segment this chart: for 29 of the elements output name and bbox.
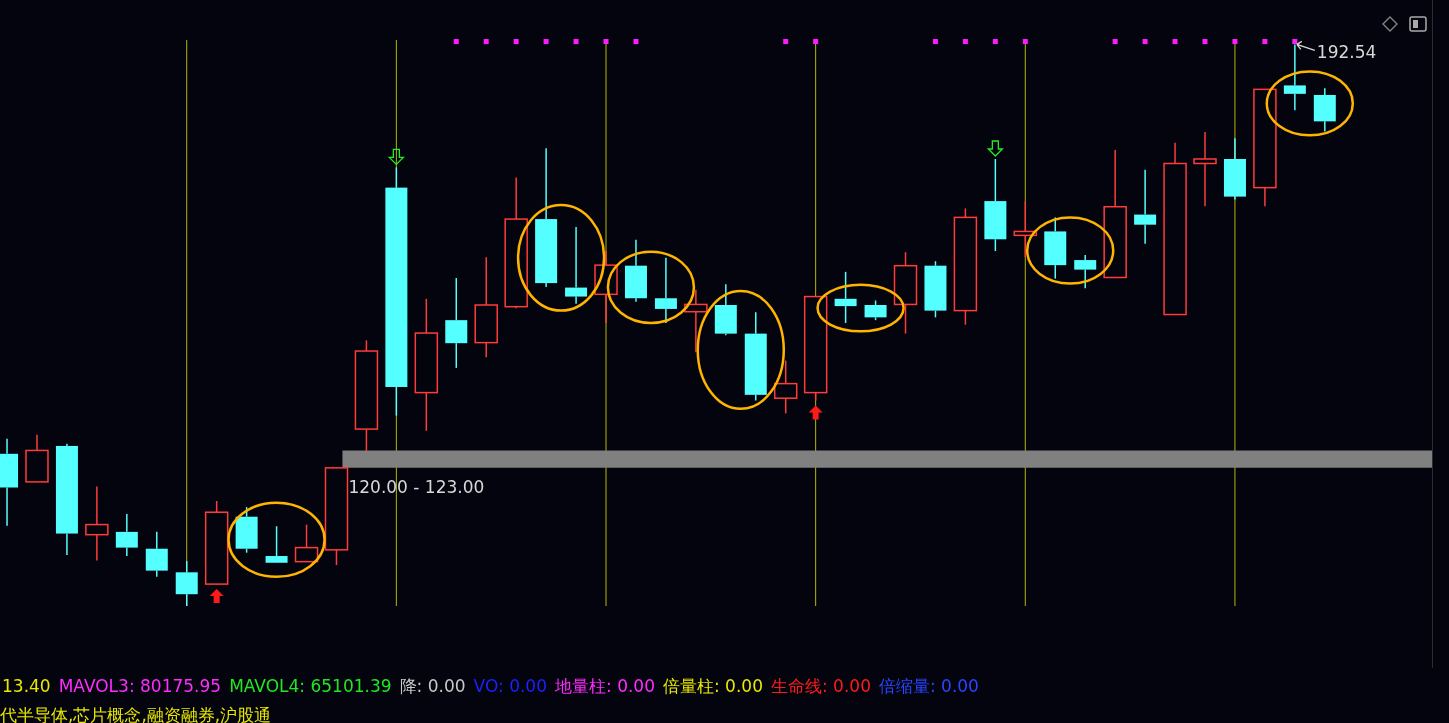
candlestick bbox=[445, 277, 468, 369]
text: 降: 0.00 bbox=[399, 676, 466, 696]
candlestick bbox=[55, 442, 78, 556]
candlestick bbox=[1134, 168, 1157, 245]
text: MAVOL3: 80175.95 bbox=[58, 676, 222, 696]
annotation: 192.54 bbox=[1316, 42, 1377, 63]
candlestick bbox=[1074, 254, 1097, 289]
text: VO: 0.00 bbox=[473, 676, 547, 696]
text: 倍量柱: 0.00 bbox=[662, 676, 763, 696]
text: 地量柱: 0.00 bbox=[555, 676, 655, 696]
text: 生命线: 0.00 bbox=[770, 676, 871, 696]
candlestick bbox=[414, 298, 439, 432]
candlestick bbox=[535, 147, 558, 288]
candlestick bbox=[474, 256, 498, 358]
candlestick bbox=[624, 239, 647, 303]
candlestick bbox=[1283, 43, 1306, 111]
candlestick bbox=[85, 485, 109, 562]
text: 代半导体,芯片概念,融资融券,沪股通 bbox=[0, 705, 272, 723]
candlestick bbox=[115, 513, 138, 557]
text: MAVOL4: 65101.39 bbox=[229, 676, 392, 696]
candlestick bbox=[565, 226, 588, 305]
candlestick bbox=[1313, 87, 1336, 133]
text: 13.40 bbox=[2, 676, 51, 696]
candlestick bbox=[1223, 137, 1246, 201]
candlestick bbox=[744, 311, 767, 402]
candlestick bbox=[1193, 131, 1217, 207]
candlestick bbox=[654, 257, 677, 324]
candlestick bbox=[145, 531, 168, 578]
text: 倍缩量: 0.00 bbox=[878, 676, 979, 696]
